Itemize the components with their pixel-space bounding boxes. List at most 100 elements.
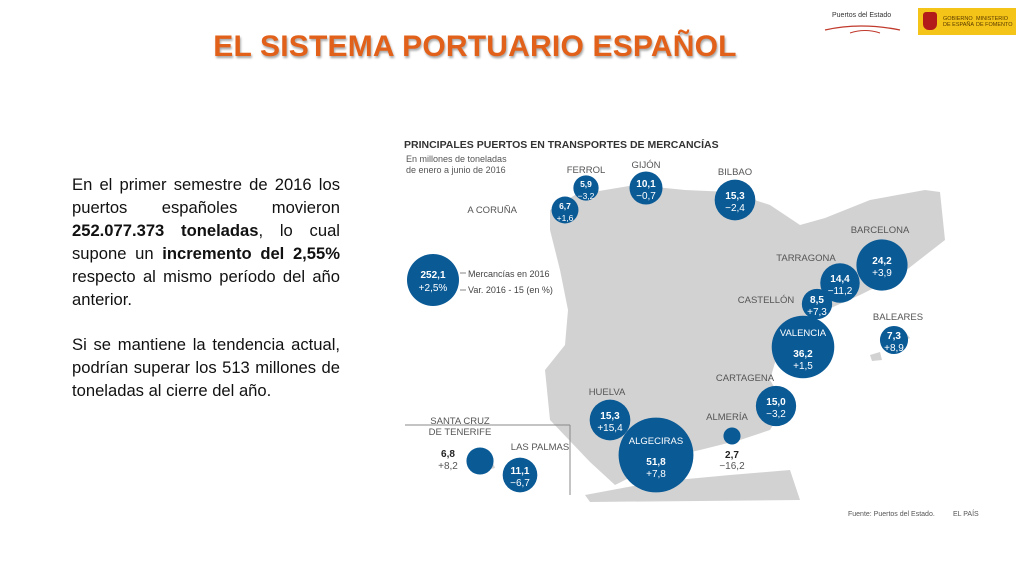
port-value: 36,2 xyxy=(793,349,813,360)
gobierno-logo-text: GOBIERNO DE ESPAÑA xyxy=(943,16,975,28)
port-change: −3,2 xyxy=(578,191,595,201)
map-subtitle-units: En millones de toneladas xyxy=(406,154,507,164)
gobierno-ministerio-logo: GOBIERNO DE ESPAÑA MINISTERIO DE FOMENTO xyxy=(918,8,1016,35)
port-9: VALENCIA 36,2+1,5 xyxy=(771,315,835,379)
legend-value: 252,1 xyxy=(420,270,445,281)
port-bubble xyxy=(618,417,694,493)
port-change: −0,7 xyxy=(636,191,656,202)
port-value: 2,7 xyxy=(725,450,739,461)
port-value: 8,5 xyxy=(810,295,824,306)
port-13: HUELVA 15,3+15,4 xyxy=(589,387,631,441)
legend-label-value: Mercancías en 2016 xyxy=(468,269,550,279)
port-value: 14,4 xyxy=(830,274,850,285)
port-bubble xyxy=(502,457,538,493)
iberia-land xyxy=(545,185,945,485)
map-source: Fuente: Puertos del Estado. xyxy=(848,511,935,518)
slide-title: EL SISTEMA PORTUARIO ESPAÑOL xyxy=(213,30,737,63)
port-name: HUELVA xyxy=(589,387,626,398)
port-name: BALEARES xyxy=(873,312,923,323)
port-change: +1,5 xyxy=(793,361,813,372)
port-bubble xyxy=(551,196,579,224)
puertos-del-estado-logo: Puertos del Estado xyxy=(820,8,906,36)
port-change: −11,2 xyxy=(828,286,853,297)
port-value: 24,2 xyxy=(872,256,892,267)
port-bubble xyxy=(629,171,663,205)
port-name: BARCELONA xyxy=(851,225,910,236)
port-name: CARTAGENA xyxy=(716,373,775,384)
ministerio-logo-text: MINISTERIO DE FOMENTO xyxy=(976,16,1013,28)
paragraph-projection: Si se mantiene la tendencia actual, podr… xyxy=(72,335,340,400)
port-7: CASTELLÓN 8,5+7,3 xyxy=(738,288,833,320)
port-name: ALGECIRAS xyxy=(629,436,683,447)
port-11: ALMERÍA 2,7−16,2 xyxy=(706,412,748,472)
legend-change: +2,5% xyxy=(419,283,448,294)
paragraph-text: En el primer semestre de 2016 los puerto… xyxy=(72,175,340,217)
port-name: CASTELLÓN xyxy=(738,295,795,306)
port-value: 5,9 xyxy=(580,179,592,189)
port-name: GIJÓN xyxy=(631,160,660,171)
port-name: TARRAGONA xyxy=(776,253,836,264)
port-bubble xyxy=(801,288,833,320)
port-change: +8,2 xyxy=(438,461,458,472)
port-name: ALMERÍA xyxy=(706,412,748,423)
port-bubble xyxy=(856,239,908,291)
map-credit: EL PAÍS xyxy=(953,509,979,518)
port-bubble xyxy=(466,447,494,475)
port-change: −6,7 xyxy=(510,478,530,489)
port-name: BILBAO xyxy=(718,167,752,178)
morocco-land xyxy=(585,470,800,502)
paragraph-highlight: incremento del 2,55% xyxy=(162,244,340,263)
port-change: −3,2 xyxy=(766,409,786,420)
port-name: A CORUÑA xyxy=(467,205,517,216)
port-14: LAS PALMAS 11,1−6,7 xyxy=(502,442,569,493)
port-6: TARRAGONA 14,4−11,2 xyxy=(776,253,860,303)
port-1: A CORUÑA 6,7 +1,6 xyxy=(467,196,579,224)
paragraph-text: respecto al mismo período del año anteri… xyxy=(72,267,340,309)
port-value: 15,3 xyxy=(600,411,620,422)
port-3: GIJÓN 10,1−0,7 xyxy=(629,160,663,205)
port-change: −2,4 xyxy=(725,203,745,214)
port-change: +15,4 xyxy=(597,423,623,434)
port-value: 11,1 xyxy=(511,466,530,477)
port-10: CARTAGENA 15,0−3,2 xyxy=(716,373,797,427)
port-value: 10,1 xyxy=(636,179,656,190)
paragraph-highlight: 252.077.373 toneladas xyxy=(72,221,259,240)
map-legend: 252,1 +2,5% Mercancías en 2016 Var. 2016… xyxy=(407,254,553,306)
port-bubble xyxy=(714,179,756,221)
map-subtitle-period: de enero a junio de 2016 xyxy=(406,165,506,175)
port-value: 15,0 xyxy=(766,397,786,408)
port-value: 6,7 xyxy=(559,201,571,211)
ports-map: PRINCIPALES PUERTOS EN TRANSPORTES DE ME… xyxy=(404,138,979,518)
port-bubble xyxy=(771,315,835,379)
port-bubble xyxy=(723,427,741,445)
port-name: LAS PALMAS xyxy=(511,442,569,453)
port-4: BILBAO 15,3−2,4 xyxy=(714,167,756,221)
port-bubble xyxy=(755,385,797,427)
port-value: 15,3 xyxy=(725,191,745,202)
port-change: +8,9 xyxy=(884,343,904,354)
map-title: PRINCIPALES PUERTOS EN TRANSPORTES DE ME… xyxy=(404,138,719,151)
port-name: FERROL xyxy=(567,165,606,176)
puertos-logo-text: Puertos del Estado xyxy=(832,12,892,19)
port-value: 6,8 xyxy=(441,449,455,460)
port-name: DE TENERIFE xyxy=(429,427,492,438)
port-12: ALGECIRAS 51,8+7,8 xyxy=(618,417,694,493)
port-2: FERROL 5,9 −3,2 xyxy=(567,165,606,201)
port-5: BARCELONA 24,2+3,9 xyxy=(851,225,910,291)
port-change: +7,3 xyxy=(807,307,827,318)
port-value: 51,8 xyxy=(646,457,666,468)
port-change: +1,6 xyxy=(557,213,574,223)
port-bubbles: A CORUÑA 6,7 +1,6 FERROL 5,9 −3,2 GIJÓN 10,1−0,… xyxy=(429,160,923,493)
port-bubble xyxy=(879,325,909,355)
port-change: +3,9 xyxy=(872,268,892,279)
balearic-island-2 xyxy=(870,352,882,361)
port-change: +7,8 xyxy=(646,469,666,480)
puertos-logo-mark-icon xyxy=(824,25,901,34)
legend-bubble xyxy=(407,254,459,306)
port-bubble xyxy=(589,399,631,441)
port-bubble xyxy=(573,175,599,201)
paragraph-text: , lo cual supone un xyxy=(72,221,340,263)
port-8: BALEARES 7,3+8,9 xyxy=(873,312,923,355)
legend-label-change: Var. 2016 - 15 (en %) xyxy=(468,285,553,295)
